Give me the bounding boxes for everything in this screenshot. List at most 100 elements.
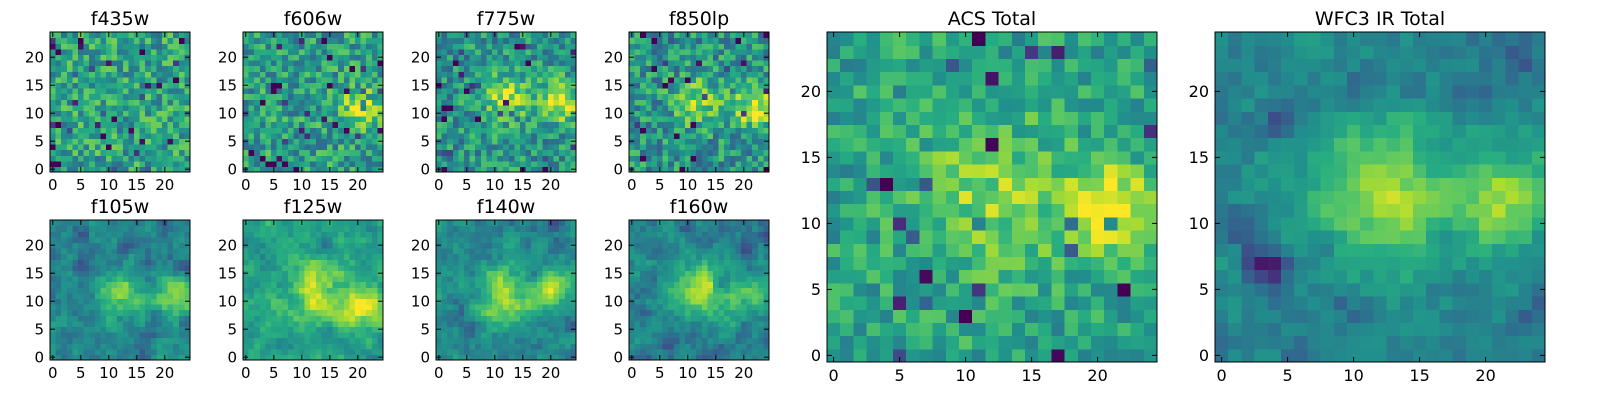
heatmap-cell <box>685 155 692 162</box>
heatmap-cell <box>972 58 986 73</box>
heatmap-cell <box>271 231 278 238</box>
heatmap-cell <box>128 37 135 44</box>
heatmap-cell <box>66 99 73 106</box>
heatmap-cell <box>173 315 180 322</box>
heatmap-cell <box>673 166 680 173</box>
heatmap-cell <box>349 281 356 288</box>
heatmap-cell <box>735 127 742 134</box>
heatmap-cell <box>1077 216 1092 231</box>
heatmap-cell <box>514 287 521 294</box>
heatmap-cell <box>514 326 521 333</box>
heatmap-cell <box>763 37 770 44</box>
heatmap-cell <box>134 231 141 238</box>
heatmap-cell <box>360 242 367 249</box>
heatmap-cell <box>1077 203 1092 218</box>
heatmap-cell <box>134 160 141 167</box>
heatmap-cell <box>503 354 510 361</box>
heatmap-cell <box>259 54 266 61</box>
heatmap-cell <box>83 166 90 173</box>
heatmap-cell <box>248 88 255 95</box>
heatmap-cell <box>525 88 532 95</box>
heatmap-cell <box>343 138 350 145</box>
heatmap-cell <box>690 65 697 72</box>
heatmap-cell <box>145 110 152 117</box>
heatmap-cell <box>321 354 328 361</box>
heatmap-cell <box>265 121 272 128</box>
heatmap-cell <box>360 326 367 333</box>
heatmap-cell <box>134 48 141 55</box>
heatmap-cell <box>827 124 841 139</box>
heatmap-cell <box>304 32 311 39</box>
heatmap-cell <box>735 104 742 111</box>
heatmap-cell <box>304 236 311 243</box>
heatmap-cell <box>61 71 68 78</box>
heatmap-cell <box>1011 216 1026 231</box>
heatmap-cell <box>536 332 543 339</box>
heatmap-cell <box>570 132 577 139</box>
heatmap-cell <box>265 248 272 255</box>
heatmap-cell <box>355 71 362 78</box>
heatmap-cell <box>945 124 960 139</box>
heatmap-cell <box>78 248 85 255</box>
heatmap-cell <box>497 276 504 283</box>
heatmap-cell <box>673 76 680 83</box>
heatmap-cell <box>718 144 725 151</box>
heatmap-cell <box>139 32 146 39</box>
heatmap-cell <box>72 298 79 305</box>
heatmap-cell <box>645 76 652 83</box>
heatmap-cell <box>178 348 185 355</box>
heatmap-cell <box>542 320 549 327</box>
heatmap-cell <box>441 76 448 83</box>
heatmap-cell <box>248 264 255 271</box>
heatmap-cell <box>360 225 367 232</box>
heatmap-cell <box>668 60 675 67</box>
heatmap-cell <box>332 110 339 117</box>
heatmap-cell <box>570 160 577 167</box>
heatmap-cell <box>536 116 543 123</box>
heatmap-cell <box>436 37 443 44</box>
heatmap-cell <box>879 216 894 231</box>
heatmap-cell <box>134 253 141 260</box>
heatmap-cell <box>343 242 350 249</box>
heatmap-cell <box>520 348 527 355</box>
heatmap-cell <box>293 236 300 243</box>
heatmap-cell <box>553 298 560 305</box>
heatmap-cell <box>553 138 560 145</box>
heatmap-cell <box>259 149 266 156</box>
heatmap-cell <box>464 82 471 89</box>
heatmap-cell <box>162 259 169 266</box>
heatmap-cell <box>746 155 753 162</box>
heatmap-cell <box>276 76 283 83</box>
heatmap-cell <box>377 259 384 266</box>
heatmap-cell <box>94 160 101 167</box>
heatmap-cell <box>508 149 515 156</box>
heatmap-cell <box>282 121 289 128</box>
heatmap-cell <box>542 116 549 123</box>
heatmap-cell <box>508 326 515 333</box>
heatmap-cell <box>866 243 881 257</box>
heatmap-cell <box>1117 256 1132 271</box>
heatmap-cell <box>497 160 504 167</box>
heatmap-cell <box>1091 150 1105 165</box>
heatmap-cell <box>94 298 101 305</box>
heatmap-cell <box>701 104 708 111</box>
heatmap-cell <box>66 248 73 255</box>
heatmap-cell <box>128 65 135 72</box>
heatmap-cell <box>480 315 487 322</box>
heatmap-cell <box>178 304 185 311</box>
heatmap-cell <box>100 88 107 95</box>
heatmap-cell <box>61 348 68 355</box>
heatmap-cell <box>564 343 571 350</box>
heatmap-cell <box>827 32 841 46</box>
heatmap-cell <box>707 76 714 83</box>
heatmap-cell <box>293 104 300 111</box>
heatmap-cell <box>122 225 129 232</box>
heatmap-cell <box>371 76 378 83</box>
heatmap-cell <box>458 304 465 311</box>
heatmap-cell <box>520 99 527 106</box>
heatmap-cell <box>265 309 272 316</box>
heatmap-cell <box>72 82 79 89</box>
heatmap-cell <box>486 82 493 89</box>
heatmap-cell <box>100 43 107 50</box>
heatmap-cell <box>254 326 261 333</box>
